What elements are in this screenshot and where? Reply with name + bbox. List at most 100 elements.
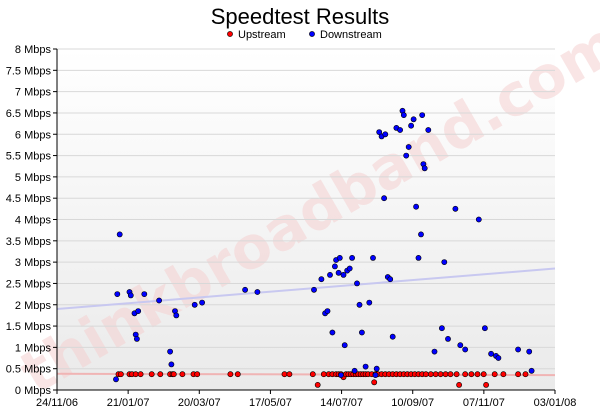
y-tick-label: 5.5 Mbps [6, 151, 52, 163]
upstream-point [422, 371, 429, 378]
downstream-point [127, 292, 134, 299]
downstream-point [324, 308, 331, 314]
legend-label-downstream: Downstream [320, 29, 382, 41]
upstream-point [286, 371, 293, 378]
downstream-point [341, 342, 348, 349]
downstream-point [335, 269, 342, 276]
upstream-point [371, 379, 378, 386]
upstream-point [309, 371, 316, 378]
upstream-point [157, 371, 164, 378]
downstream-point [389, 333, 396, 340]
y-tick-label: 5 Mbps [15, 172, 52, 184]
downstream-point [168, 361, 175, 368]
downstream-point [340, 271, 347, 278]
downstream-point [408, 122, 414, 129]
legend-marker-downstream [309, 31, 315, 37]
x-tick-label: 14/07/07 [320, 397, 363, 409]
downstream-point [413, 203, 419, 210]
upstream-point [227, 371, 234, 378]
downstream-point [457, 342, 464, 349]
legend-label-upstream: Upstream [238, 29, 286, 41]
upstream-point [437, 371, 444, 378]
downstream-point [156, 297, 162, 304]
data-points [113, 107, 535, 388]
upstream-point [474, 371, 481, 378]
downstream-point [338, 372, 344, 378]
downstream-point [403, 152, 410, 159]
downstream-point [133, 335, 140, 342]
legend: Upstream Downstream [227, 29, 382, 41]
downstream-point [331, 263, 338, 270]
upstream-point [427, 371, 434, 378]
downstream-point [400, 112, 407, 118]
downstream-point [191, 301, 198, 308]
y-tick-label: 6 Mbps [15, 129, 52, 141]
downstream-point [445, 335, 451, 342]
downstream-point [410, 116, 417, 123]
upstream-point [234, 371, 241, 378]
downstream-point [336, 254, 343, 261]
downstream-point [354, 280, 360, 287]
series-downstream [113, 107, 535, 383]
y-tick-label: 7.5 Mbps [6, 65, 52, 77]
downstream-point [515, 346, 521, 353]
downstream-point [366, 299, 373, 306]
upstream-point [522, 371, 529, 378]
upstream-point [137, 371, 144, 378]
trend-line-downstream [56, 267, 556, 311]
downstream-point [421, 165, 428, 172]
axes: 0 Mbps 0.5 Mbps 1 Mbps 1.5 Mbps 2 Mbps 2.5 Mb… [6, 44, 577, 409]
downstream-point [431, 348, 438, 355]
downstream-point [495, 355, 502, 361]
upstream-point [483, 381, 489, 388]
downstream-point [418, 231, 424, 238]
upstream-point [281, 371, 288, 378]
downstream-point [488, 350, 494, 357]
upstream-point [480, 371, 487, 378]
x-tick-label: 10/09/07 [391, 397, 434, 409]
downstream-point [254, 289, 261, 295]
chart-title: Speedtest Results [211, 4, 390, 29]
x-tick-label: 24/11/06 [36, 397, 78, 409]
downstream-point [373, 365, 380, 372]
upstream-point [468, 371, 475, 378]
downstream-point [329, 329, 336, 336]
downstream-point [415, 254, 422, 261]
downstream-point [135, 308, 142, 314]
downstream-point [113, 376, 119, 383]
upstream-point [132, 371, 139, 378]
downstream-point [387, 276, 394, 283]
y-tick-label: 8 Mbps [15, 44, 52, 56]
y-tick-label: 2.5 Mbps [6, 278, 52, 290]
upstream-point [314, 381, 321, 388]
downstream-point [173, 312, 180, 319]
downstream-point [405, 144, 412, 150]
y-tick-label: 3.5 Mbps [6, 236, 52, 248]
downstream-point [356, 301, 363, 308]
downstream-point [528, 367, 535, 374]
x-tick-label: 17/05/07 [249, 397, 292, 409]
y-tick-label: 4.5 Mbps [6, 193, 52, 205]
downstream-point [346, 265, 353, 272]
upstream-point [462, 371, 469, 378]
y-tick-label: 4 Mbps [15, 215, 52, 227]
y-tick-label: 1 Mbps [15, 342, 52, 354]
y-tick-label: 7 Mbps [15, 87, 52, 99]
upstream-point [515, 371, 521, 378]
downstream-point [425, 127, 432, 133]
downstream-point [370, 254, 376, 261]
downstream-point [452, 205, 459, 212]
y-tick-label: 0 Mbps [15, 385, 52, 397]
downstream-point [419, 112, 426, 118]
downstream-point [382, 131, 389, 138]
legend-marker-upstream [227, 31, 233, 37]
upstream-point [453, 371, 460, 378]
upstream-point [432, 371, 439, 378]
upstream-point [456, 381, 462, 388]
downstream-point [116, 231, 123, 238]
upstream-point [491, 371, 498, 378]
x-tick-label: 07/11/07 [463, 397, 505, 409]
upstream-point [118, 371, 124, 378]
downstream-point [362, 363, 369, 370]
